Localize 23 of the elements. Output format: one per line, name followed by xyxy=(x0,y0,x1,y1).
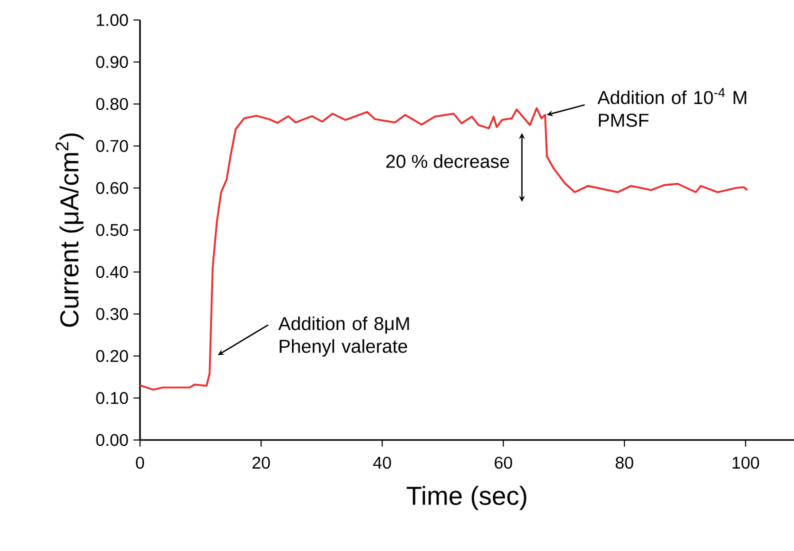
y-tick-label: 0.80 xyxy=(96,98,128,110)
y-tick-label: 0.10 xyxy=(96,392,128,404)
y-tick-label: 0.20 xyxy=(96,350,128,362)
y-tick-label: 0.40 xyxy=(96,266,128,278)
x-tick-label: 40 xyxy=(373,456,392,469)
x-tick-label: 20 xyxy=(252,456,270,469)
line-series xyxy=(139,107,748,391)
annotation: 20 % decrease xyxy=(386,154,510,168)
y-tick-label: 0.00 xyxy=(96,434,128,446)
x-tick-label: 100 xyxy=(732,456,760,469)
annotation: Addition of 8μM Phenyl valerate xyxy=(278,316,409,357)
text: Addition of 10$^{-4}$ M PMSF xyxy=(597,88,746,127)
y-tick-label: 0.70 xyxy=(96,140,128,152)
x-tick-label: 60 xyxy=(494,456,512,469)
x-axis-title: Time (sec) xyxy=(406,486,526,510)
y-tick-label: 1.00 xyxy=(96,14,128,26)
y-tick-label: 0.60 xyxy=(96,182,128,194)
y-axis-title: Current (μA/cm$^{2}$) xyxy=(56,134,84,327)
x-tick-label: 80 xyxy=(616,456,634,469)
y-tick-label: 0.30 xyxy=(96,308,128,320)
x-tick-label: 0 xyxy=(136,456,144,469)
y-tick-label: 0.50 xyxy=(96,224,128,236)
y-tick-label: 0.90 xyxy=(96,56,128,68)
